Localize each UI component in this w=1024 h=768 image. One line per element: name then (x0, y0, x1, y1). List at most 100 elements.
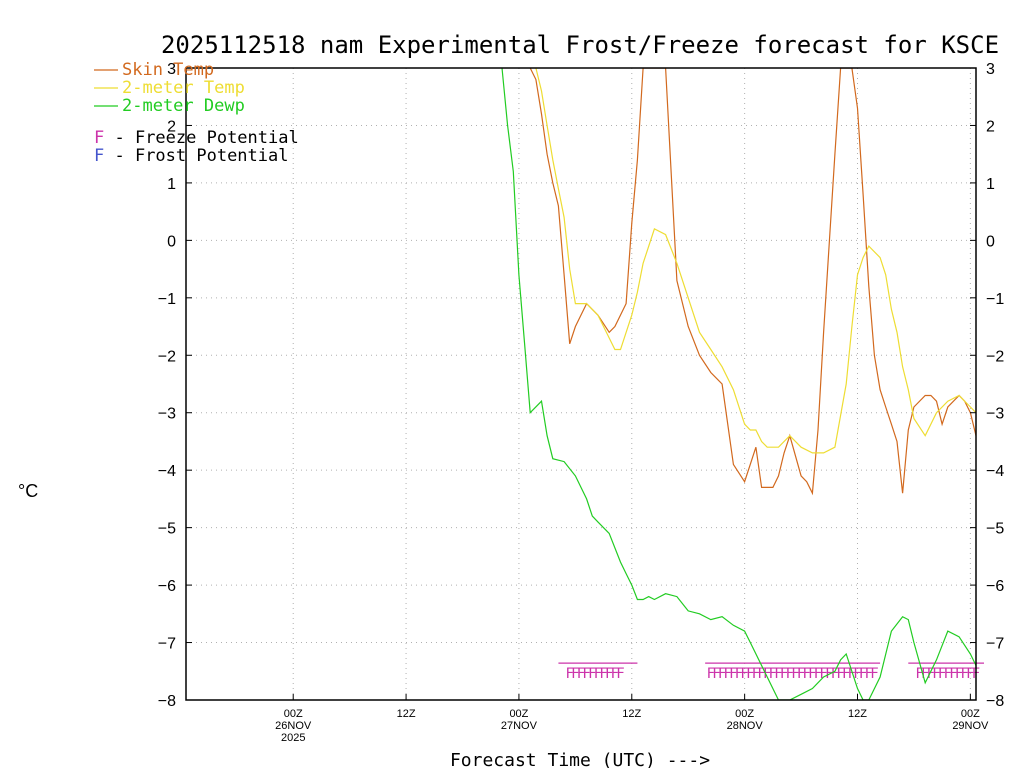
y-axis-ticks: −8 −8 −7 −7 −6 −6 −5 −5 −4 −4 −3 −3 −2 −2 −1 −1 0 0 1 1 2 2 3 3 (158, 61, 1005, 710)
y-tick-label-left: −6 (158, 578, 176, 595)
freeze-marker: F (836, 666, 844, 682)
y-axis-label: °C (18, 481, 38, 501)
potential-text: - Frost Potential (104, 146, 288, 166)
y-tick-label-left: 2 (167, 118, 176, 135)
freeze-marker: F (707, 666, 715, 682)
freeze-marker: F (944, 666, 952, 682)
freeze-marker: F (723, 666, 731, 682)
series-line-2-meter-dewp (501, 68, 976, 700)
x-tick-label: 00Z (735, 708, 754, 720)
freeze-marker: F (588, 666, 596, 682)
y-tick-label-left: −7 (158, 636, 176, 653)
x-tick-label: 00Z (284, 708, 303, 720)
freeze-marker: F (718, 666, 726, 682)
potential-text: - Freeze Potential (104, 128, 298, 148)
grid-lines (186, 68, 976, 700)
chart-title: 2025112518 nam Experimental Frost/Freeze… (161, 31, 999, 59)
x-tick-label: 27NOV (501, 720, 538, 732)
freeze-marker: F (927, 666, 935, 682)
freeze-marker: F (831, 666, 839, 682)
plot-area (501, 68, 976, 700)
y-tick-label-left: −5 (158, 521, 176, 538)
freeze-marker: F (729, 666, 737, 682)
x-axis-label: Forecast Time (UTC) ---> (450, 750, 710, 768)
legend-entry: 2-meter Temp (122, 78, 245, 98)
freeze-marker: F (870, 666, 878, 682)
y-tick-label-left: −1 (158, 291, 176, 308)
freeze-marker: F (797, 666, 805, 682)
x-tick-label: 26NOV (275, 720, 312, 732)
freeze-marker: F (791, 666, 799, 682)
freeze-marker: F (921, 666, 929, 682)
potential-letter: F (94, 128, 104, 148)
freeze-marker: F (949, 666, 957, 682)
y-tick-label-right: −5 (986, 521, 1004, 538)
freeze-marker: F (740, 666, 748, 682)
freeze-marker: F (594, 666, 602, 682)
y-tick-label-right: 3 (986, 61, 995, 78)
freeze-marker: F (865, 666, 873, 682)
y-tick-label-left: −8 (158, 693, 176, 710)
y-tick-label-left: −2 (158, 348, 176, 365)
x-tick-label: 00Z (961, 708, 980, 720)
freeze-marker: F (565, 666, 573, 682)
freeze-marker: F (769, 666, 777, 682)
freeze-marker: F (774, 666, 782, 682)
freeze-marker: F (938, 666, 946, 682)
freeze-marker: F (712, 666, 720, 682)
freeze-marker: F (616, 666, 624, 682)
freeze-marker: F (599, 666, 607, 682)
freeze-marker: F (735, 666, 743, 682)
y-tick-label-left: −4 (158, 463, 176, 480)
x-tick-label: 29NOV (952, 720, 989, 732)
plot-frame (185, 67, 977, 701)
x-tick-label: 12Z (848, 708, 867, 720)
freeze-marker: F (746, 666, 754, 682)
freeze-marker: F (960, 666, 968, 682)
freeze-marker: F (611, 666, 619, 682)
freeze-marker: F (757, 666, 765, 682)
y-tick-label-right: −1 (986, 291, 1004, 308)
freeze-marker: F (819, 666, 827, 682)
y-tick-label-left: 3 (167, 61, 176, 78)
freeze-marker: F (848, 666, 856, 682)
y-tick-label-left: −3 (158, 406, 176, 423)
potential-legend-entry: F - Freeze Potential (94, 128, 299, 148)
x-tick-label: 28NOV (727, 720, 764, 732)
x-tick-label: 12Z (622, 708, 641, 720)
freeze-marker: F (571, 666, 579, 682)
x-tick-label: 2025 (281, 732, 305, 744)
y-tick-label-left: 0 (167, 233, 176, 250)
freeze-marker: F (605, 666, 613, 682)
y-tick-label-left: 1 (167, 176, 176, 193)
freeze-marker: F (763, 666, 771, 682)
y-tick-label-right: −7 (986, 636, 1004, 653)
freeze-marker: F (786, 666, 794, 682)
freeze-marker: F (842, 666, 850, 682)
freeze-marker: F (802, 666, 810, 682)
freeze-marker: F (582, 666, 590, 682)
y-tick-label-right: 2 (986, 118, 995, 135)
y-tick-label-right: −4 (986, 463, 1004, 480)
legend-entry: Skin Temp (122, 60, 214, 80)
freeze-marker: F (808, 666, 816, 682)
y-tick-label-right: −3 (986, 406, 1004, 423)
freeze-marker: F (966, 666, 974, 682)
freeze-marker: F (780, 666, 788, 682)
x-tick-label: 00Z (509, 708, 528, 720)
x-tick-label: 12Z (397, 708, 416, 720)
potential-legend-entry: F - Frost Potential (94, 146, 288, 166)
freeze-marker: F (955, 666, 963, 682)
freeze-marker: F (915, 666, 923, 682)
freeze-marker: F (859, 666, 867, 682)
y-tick-label-right: −8 (986, 693, 1004, 710)
potential-letter: F (94, 146, 104, 166)
freeze-marker: F (577, 666, 585, 682)
y-tick-label-right: −6 (986, 578, 1004, 595)
freeze-marker: F (814, 666, 822, 682)
y-tick-label-right: 0 (986, 233, 995, 250)
